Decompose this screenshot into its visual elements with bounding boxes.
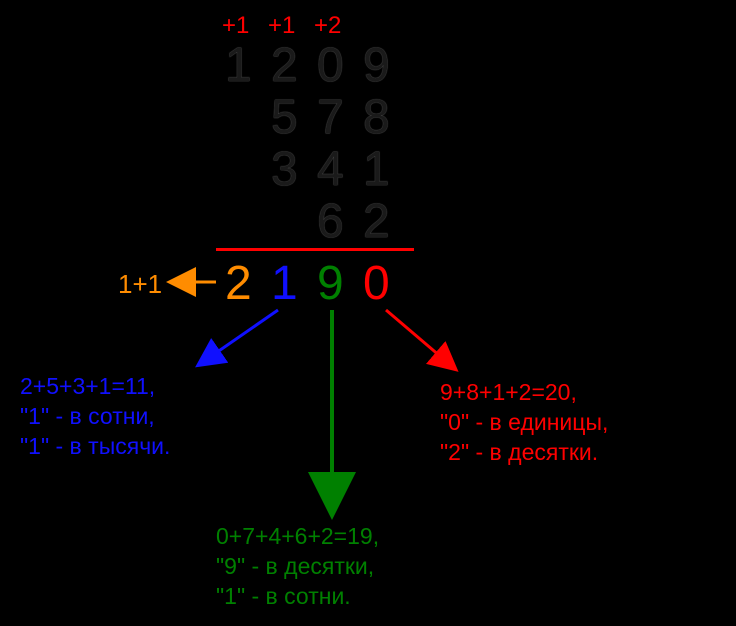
annotation-green-line2: "1" - в сотни. <box>216 582 379 612</box>
annotation-red-line2: "2" - в десятки. <box>440 438 608 468</box>
annotation-blue-line0: 2+5+3+1=11, <box>20 372 170 402</box>
annotation-blue-line1: "1" - в сотни, <box>20 402 170 432</box>
annotation-red-line1: "0" - в единицы, <box>440 408 608 438</box>
annotation-green: 0+7+4+6+2=19, "9" - в десятки, "1" - в с… <box>216 522 379 612</box>
annotation-green-line0: 0+7+4+6+2=19, <box>216 522 379 552</box>
annotation-red: 9+8+1+2=20, "0" - в единицы, "2" - в дес… <box>440 378 608 468</box>
annotation-blue: 2+5+3+1=11, "1" - в сотни, "1" - в тысяч… <box>20 372 170 462</box>
annotation-blue-line2: "1" - в тысячи. <box>20 432 170 462</box>
annotation-green-line1: "9" - в десятки, <box>216 552 379 582</box>
annotation-red-line0: 9+8+1+2=20, <box>440 378 608 408</box>
